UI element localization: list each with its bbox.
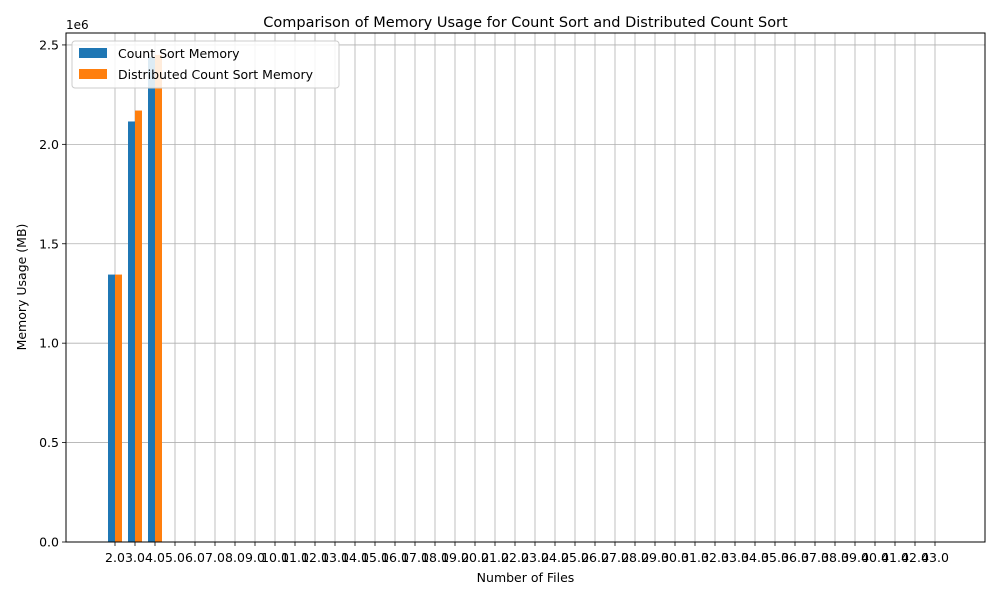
legend: Count Sort Memory Distributed Count Sort … [72, 41, 339, 88]
y-tick-label: 0.0 [39, 535, 59, 550]
bar-distributed-count-sort [155, 55, 162, 542]
x-tick-label: 7.0 [205, 550, 225, 565]
legend-label: Distributed Count Sort Memory [118, 67, 314, 82]
y-tick-label: 2.5 [39, 37, 59, 52]
y-offset-label: 1e6 [66, 18, 89, 32]
legend-label: Count Sort Memory [118, 46, 240, 61]
y-tick-label: 1.5 [39, 236, 59, 251]
bar-count-sort [148, 57, 155, 542]
bar-count-sort [128, 121, 135, 542]
y-tick-label: 2.0 [39, 137, 59, 152]
y-tick-label: 1.0 [39, 336, 59, 351]
x-tick-label: 5.0 [165, 550, 185, 565]
x-tick-label: 3.0 [125, 550, 145, 565]
x-axis-label: Number of Files [477, 570, 575, 585]
chart-title: Comparison of Memory Usage for Count Sor… [263, 15, 788, 31]
x-tick-label: 4.0 [145, 550, 165, 565]
x-tick-label: 8.0 [225, 550, 245, 565]
y-axis-label: Memory Usage (MB) [14, 224, 29, 351]
bar-distributed-count-sort [115, 275, 122, 542]
x-tick-label: 2.0 [105, 550, 125, 565]
legend-swatch [79, 48, 107, 58]
legend-swatch [79, 69, 107, 79]
y-tick-label: 0.5 [39, 435, 59, 450]
bar-distributed-count-sort [135, 111, 142, 542]
x-tick-label: 43.0 [921, 550, 949, 565]
bar-count-sort [108, 275, 115, 542]
x-tick-label: 6.0 [185, 550, 205, 565]
